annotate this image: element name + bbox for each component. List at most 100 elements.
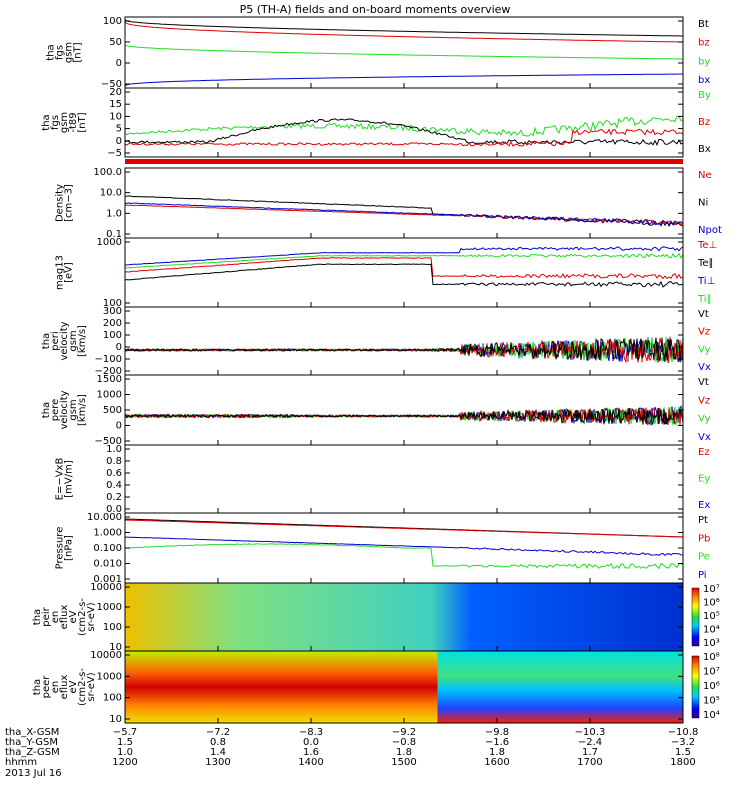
ytick-label: 1.0 (106, 444, 122, 455)
temp-teperp-line (124, 257, 684, 280)
legend-by: by (698, 56, 710, 67)
fgs-by-line (124, 44, 683, 60)
pressure-pe-line (124, 543, 684, 570)
ylabel-line: gsm (64, 42, 75, 63)
xaxis-value: −3.2 (671, 737, 695, 748)
ytick-label: 0 (116, 421, 122, 432)
panel-density-frame (124, 167, 684, 239)
legend-ni: Ni (698, 198, 708, 209)
ytick-label: 10.0 (100, 188, 122, 199)
ytick-label: 5 (116, 124, 122, 135)
ylabel-line: -t89 (68, 112, 79, 132)
temp-tepar-line (124, 263, 684, 288)
ylabel-line: tha (41, 333, 52, 349)
xaxis-row-label: tha_Y-GSM (5, 737, 58, 748)
ylabel-line: tha (46, 44, 57, 60)
ytick-label: 0.001 (93, 574, 122, 585)
ytick-label: 100 (103, 298, 122, 309)
ylabel-line: fgs (55, 45, 66, 60)
ytick-label: 1000 (97, 390, 122, 401)
legend-ex: Ex (698, 500, 710, 511)
xaxis-value: −9.2 (392, 727, 416, 738)
ytick-label: 10 (109, 111, 122, 122)
xaxis-value: 1500 (391, 757, 416, 768)
legend-te: Te∥ (697, 258, 714, 269)
ytick-label: 0 (116, 342, 122, 353)
ylabel-line: (cm2-s- (77, 668, 88, 706)
xaxis-row-label: hhmm (5, 757, 37, 768)
ytick-label: 0.8 (106, 456, 122, 467)
ylabel-line: en (50, 611, 61, 624)
colorbar-label: 10⁵ (703, 696, 720, 707)
xaxis-value: 1.5 (117, 737, 133, 748)
pressure-pb-line (124, 519, 684, 538)
colorbar-label: 10⁷ (703, 584, 720, 595)
ylabel-line: fgs (50, 115, 61, 130)
xaxis-value: 0.0 (303, 737, 319, 748)
panel-efield-frame (124, 444, 684, 514)
ylabel-line: [km/s] (77, 325, 88, 357)
legend-bt: Bt (698, 19, 709, 30)
xaxis-value: −1.6 (485, 737, 509, 748)
ylabel-line: [mV/m] (64, 460, 75, 498)
ylabel-line: gsm (59, 112, 70, 133)
ytick-label: 1000 (97, 237, 122, 248)
xaxis-value: 1.7 (582, 747, 598, 758)
legend-bx: bx (698, 75, 710, 86)
peer-spectrogram-early (125, 651, 438, 723)
xaxis-row-label: tha_Z-GSM (5, 747, 60, 758)
ytick-label: 10.000 (87, 512, 122, 523)
xaxis-value: −9.8 (485, 727, 509, 738)
xaxis-value: −10.3 (575, 727, 606, 738)
ytick-label: 0.010 (93, 559, 122, 570)
colorbar-label: 10⁶ (703, 681, 720, 692)
xaxis-value: 1.8 (489, 747, 505, 758)
xaxis-value: −0.8 (392, 737, 416, 748)
ylabel-line: tha (41, 114, 52, 130)
fgs-bx-line (124, 73, 683, 87)
ytick-label: 100 (103, 16, 122, 27)
legend-pb: Pb (698, 533, 710, 544)
ylabel-line: [nPa] (64, 535, 75, 561)
peir-spectrogram (125, 583, 683, 651)
ytick-label: 100 (103, 693, 122, 704)
peer-spectrogram-late (437, 651, 683, 723)
ytick-label: 300 (103, 306, 122, 317)
legend-ey: Ey (698, 474, 710, 485)
vperi-red-line (124, 336, 684, 364)
xaxis-value: −2.4 (578, 737, 602, 748)
legend-bz: Bz (698, 117, 710, 128)
legend-vz: Vz (698, 395, 710, 406)
colorbar-label: 10⁵ (703, 611, 720, 622)
ylabel-line: E=−VxB (55, 458, 66, 501)
date-label: 2013 Jul 16 (5, 768, 62, 779)
legend-ti: Ti∥ (697, 294, 712, 305)
ytick-label: 200 (103, 318, 122, 329)
ylabel-line: gsm (68, 399, 79, 420)
temp-tiperp-line (124, 246, 684, 266)
fgs-bt-line (124, 19, 683, 37)
legend-vx: Vx (698, 362, 711, 373)
vpere-red-line (124, 407, 684, 426)
ytick-label: 1500 (97, 374, 122, 385)
legend-bx: Bx (698, 144, 711, 155)
xaxis-value: 1.5 (675, 747, 691, 758)
panel-vperi-frame (124, 306, 684, 376)
ytick-label: 0.0 (106, 504, 122, 515)
ylabel-line: tha (32, 609, 43, 625)
ylabel-line: [nT] (77, 112, 88, 132)
legend-pe: Pe (698, 552, 710, 563)
ylabel-line: [cm−3] (64, 184, 75, 222)
pressure-pi-line (125, 536, 684, 557)
xaxis-value: −10.8 (668, 727, 699, 738)
legend-ne: Ne (698, 170, 712, 181)
temp-tipar-line (124, 252, 684, 269)
xaxis-value: 1300 (205, 757, 230, 768)
ytick-label: 1000 (97, 602, 122, 613)
legend-ti: Ti⊥ (697, 276, 715, 287)
fgs2-by-line (124, 115, 683, 137)
xaxis-value: −8.3 (299, 727, 323, 738)
xaxis-value: 0.8 (210, 737, 226, 748)
ylabel-line: gsm (68, 330, 79, 351)
